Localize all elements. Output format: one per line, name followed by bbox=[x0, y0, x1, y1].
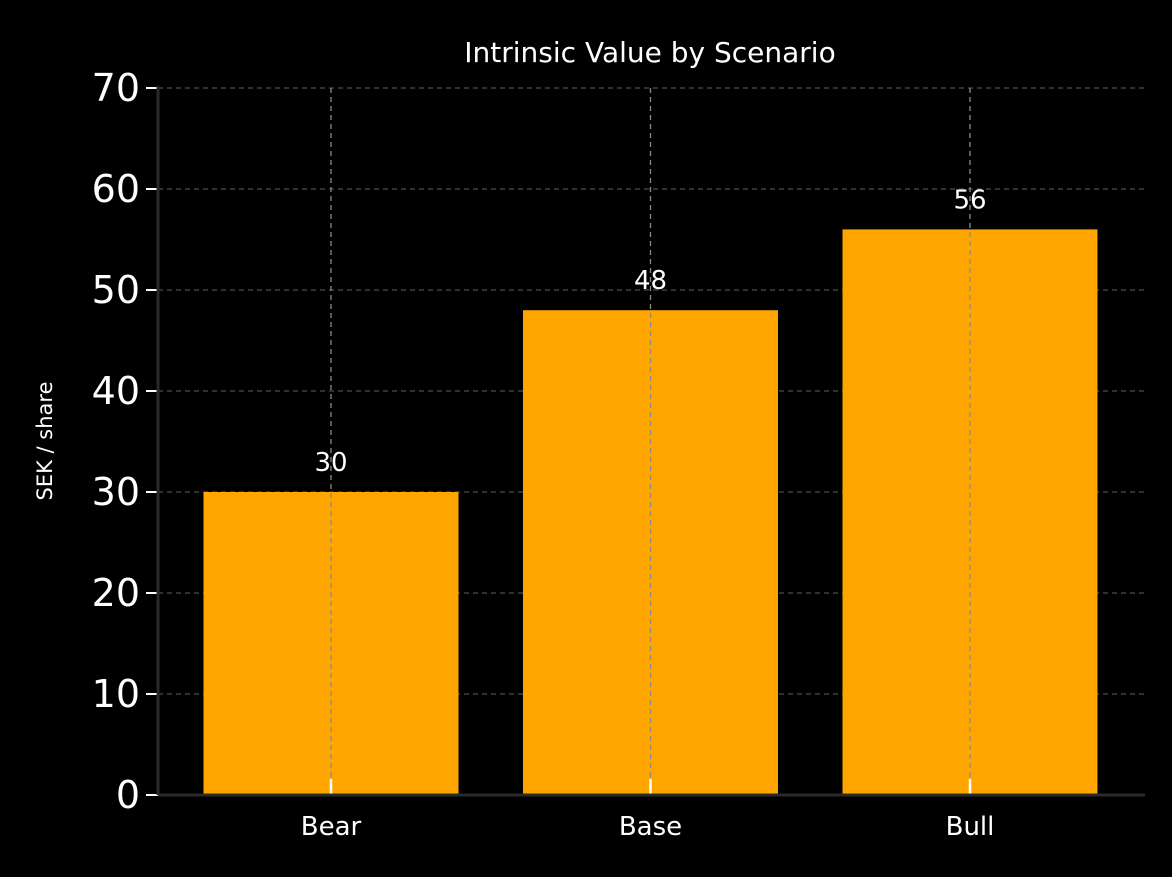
chart-title: Intrinsic Value by Scenario bbox=[464, 36, 835, 69]
bar-value-label: 30 bbox=[314, 448, 347, 478]
bar-value-label: 48 bbox=[634, 266, 667, 296]
y-tick-label: 60 bbox=[92, 167, 140, 211]
axes-layer bbox=[146, 86, 1145, 797]
y-tick-label: 50 bbox=[92, 268, 140, 312]
x-tick-label: Bull bbox=[946, 812, 995, 842]
labels-layer: 0 10 20 30 40 50 60 70 Bear Base Bull 30 48 56 bbox=[92, 66, 995, 842]
bar-value-label: 56 bbox=[953, 185, 986, 215]
y-tick-label: 10 bbox=[92, 672, 140, 716]
y-tick-label: 40 bbox=[92, 369, 140, 413]
x-tick-label: Base bbox=[619, 812, 682, 842]
y-tick-label: 70 bbox=[92, 66, 140, 110]
y-tick-label: 0 bbox=[116, 773, 140, 817]
x-tick-label: Bear bbox=[301, 812, 362, 842]
y-axis-label: SEK / share bbox=[33, 381, 57, 500]
bar-base bbox=[523, 310, 778, 795]
y-tick-label: 30 bbox=[92, 470, 140, 514]
y-tick-label: 20 bbox=[92, 571, 140, 615]
